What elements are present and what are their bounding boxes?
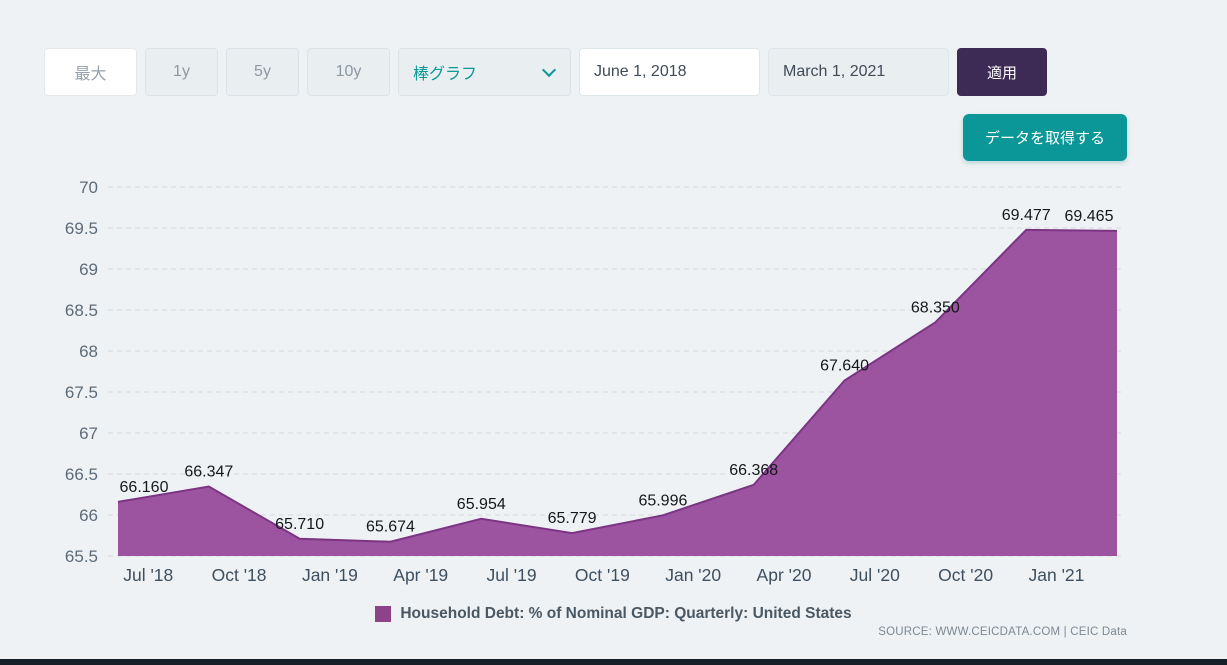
svg-text:69.5: 69.5 <box>65 219 98 238</box>
svg-text:65.674: 65.674 <box>366 519 415 536</box>
svg-text:Oct '18: Oct '18 <box>212 565 267 585</box>
svg-text:69.477: 69.477 <box>1002 207 1051 224</box>
svg-text:66.347: 66.347 <box>184 464 233 481</box>
chart-type-select-value: 棒グラフ <box>413 66 478 83</box>
end-date-input[interactable] <box>768 48 949 96</box>
svg-text:65.996: 65.996 <box>638 492 687 509</box>
svg-text:67.5: 67.5 <box>65 383 98 402</box>
footer-strip <box>0 659 1227 665</box>
svg-text:Oct '19: Oct '19 <box>575 565 630 585</box>
chart-toolbar: 最大 1y 5y 10y 棒グラフ 適用 <box>44 48 1047 96</box>
apply-button[interactable]: 適用 <box>957 48 1047 96</box>
svg-text:70: 70 <box>79 178 98 197</box>
svg-text:65.779: 65.779 <box>548 510 597 527</box>
svg-text:68.350: 68.350 <box>911 299 960 316</box>
range-button-5y[interactable]: 5y <box>226 48 299 96</box>
source-attribution: SOURCE: WWW.CEICDATA.COM | CEIC Data <box>878 626 1127 638</box>
svg-text:67: 67 <box>79 424 98 443</box>
svg-text:67.640: 67.640 <box>820 358 869 375</box>
chart-type-select[interactable]: 棒グラフ <box>398 48 571 96</box>
get-data-button[interactable]: データを取得する <box>962 114 1127 161</box>
legend-label: Household Debt: % of Nominal GDP: Quarte… <box>400 605 852 622</box>
svg-text:69: 69 <box>79 260 98 279</box>
svg-text:66.5: 66.5 <box>65 465 98 484</box>
chart-legend: Household Debt: % of Nominal GDP: Quarte… <box>0 605 1227 623</box>
svg-text:68: 68 <box>79 342 98 361</box>
legend-swatch <box>375 606 392 622</box>
svg-text:Jul '19: Jul '19 <box>487 565 537 585</box>
svg-text:Jan '21: Jan '21 <box>1029 565 1085 585</box>
svg-text:69.465: 69.465 <box>1065 208 1114 225</box>
svg-text:Jul '20: Jul '20 <box>850 565 900 585</box>
svg-text:68.5: 68.5 <box>65 301 98 320</box>
svg-text:Oct '20: Oct '20 <box>938 565 993 585</box>
chevron-down-icon <box>541 62 557 77</box>
range-button-max[interactable]: 最大 <box>44 48 137 96</box>
svg-text:Apr '20: Apr '20 <box>757 565 812 585</box>
svg-text:Jan '20: Jan '20 <box>665 565 721 585</box>
svg-text:65.5: 65.5 <box>65 547 98 566</box>
svg-text:66: 66 <box>79 506 98 525</box>
svg-text:Jul '18: Jul '18 <box>123 565 173 585</box>
range-button-1y[interactable]: 1y <box>145 48 218 96</box>
range-button-10y[interactable]: 10y <box>307 48 390 96</box>
start-date-input[interactable] <box>579 48 760 96</box>
svg-text:65.710: 65.710 <box>275 516 324 533</box>
svg-text:Apr '19: Apr '19 <box>393 565 448 585</box>
svg-text:65.954: 65.954 <box>457 496 506 513</box>
svg-text:66.160: 66.160 <box>120 479 169 496</box>
svg-text:66.368: 66.368 <box>729 462 778 479</box>
svg-text:Jan '19: Jan '19 <box>302 565 358 585</box>
